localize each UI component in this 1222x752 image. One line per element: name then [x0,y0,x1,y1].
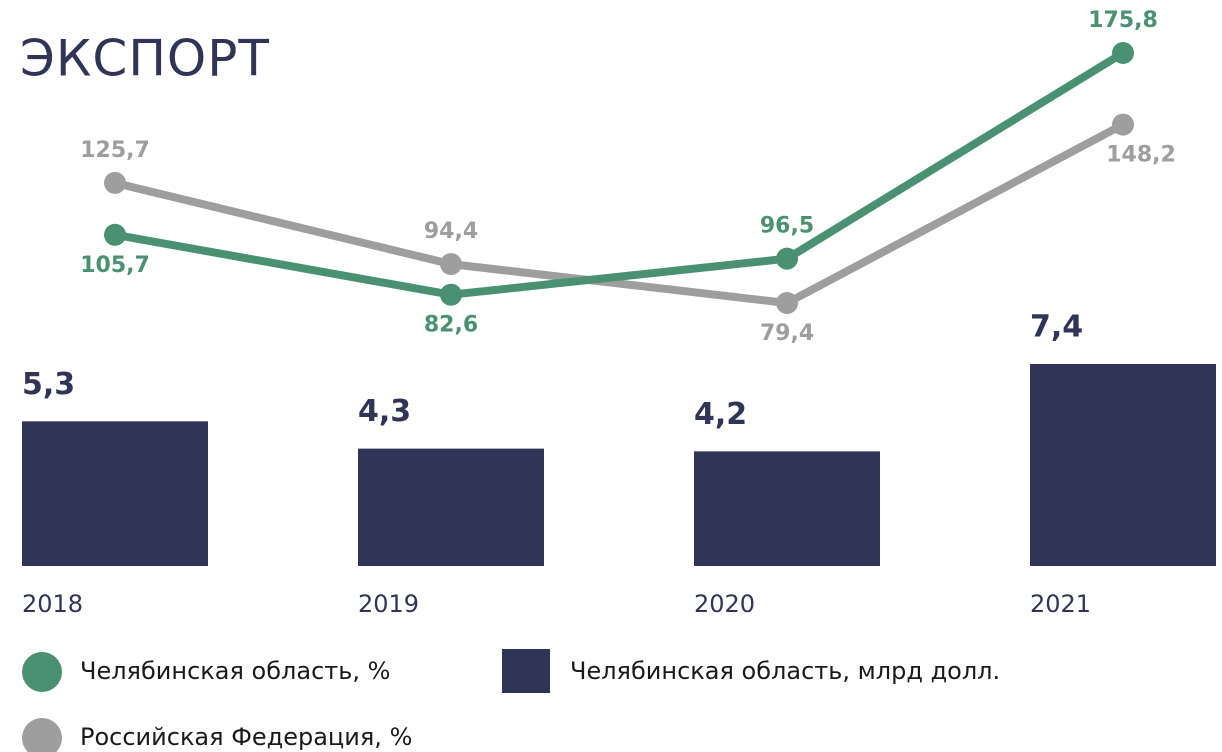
legend-swatch [502,649,550,693]
legend-label: Челябинская область, % [80,657,390,685]
line [114,49,1126,299]
legend-label: Российская Федерация, % [80,723,412,751]
line-value-label: 175,8 [1088,8,1158,33]
line-point [776,292,798,314]
line-value-label: 125,7 [80,138,150,163]
line-value-label: 82,6 [424,313,478,338]
bar-value-label: 4,3 [358,394,411,429]
line-value-label: 148,2 [1106,143,1176,168]
chart-title: ЭКСПОРТ [20,30,270,88]
x-tick-label: 2021 [1030,590,1091,618]
bar [694,451,880,566]
legend-label: Челябинская область, млрд долл. [570,657,1000,685]
x-tick-label: 2020 [694,590,755,618]
legend-swatch [22,652,62,692]
line-value-label: 105,7 [80,253,150,278]
bar [22,421,208,566]
line-point [104,171,126,194]
bar-value-label: 4,2 [694,397,747,432]
line-point [440,283,462,306]
legend-swatch [22,718,62,752]
x-tick-label: 2018 [22,590,83,618]
line-point [440,253,462,276]
bar [1030,364,1216,566]
x-tick-label: 2019 [358,590,419,618]
bar [358,448,544,566]
line [114,121,1125,307]
line-point [1112,113,1134,136]
bar-value-label: 7,4 [1030,310,1083,345]
line-point [1112,42,1134,64]
line-value-label: 94,4 [424,219,478,244]
line-point [776,247,798,270]
line-value-label: 96,5 [760,214,814,239]
line-value-label: 79,4 [760,321,814,346]
bar-value-label: 5,3 [22,367,75,402]
line-point [104,223,126,246]
